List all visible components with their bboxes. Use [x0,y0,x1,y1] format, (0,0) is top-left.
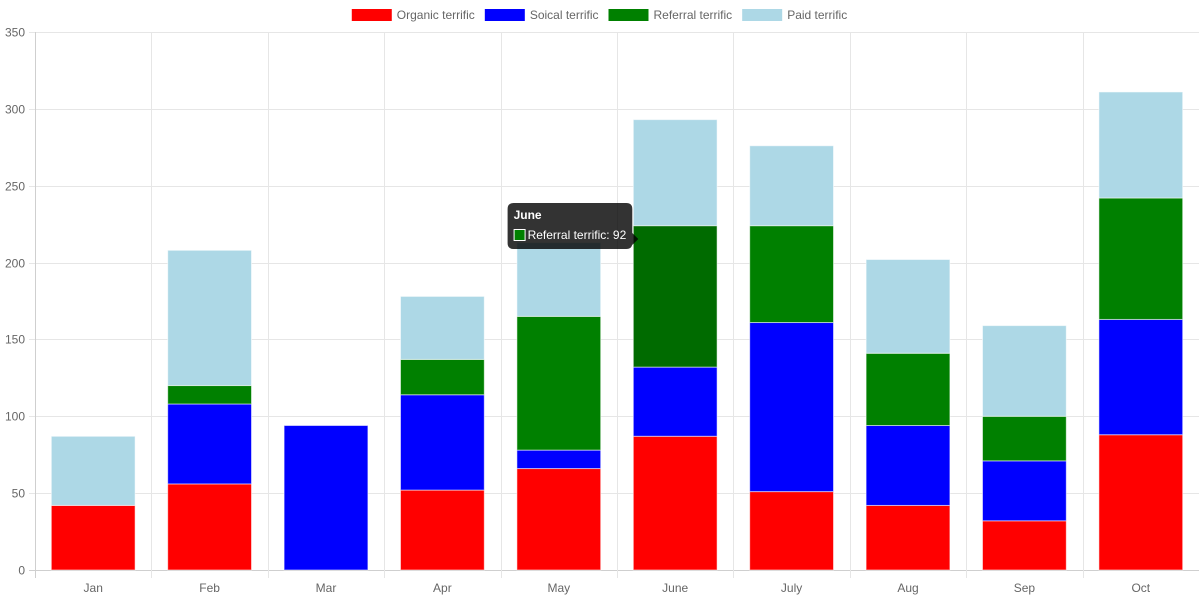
legend-swatch[interactable] [608,9,649,21]
bar-segment[interactable] [865,425,951,506]
x-tick-label: Feb [199,581,220,595]
x-tick-label: Sep [1014,581,1036,595]
bar-segment[interactable] [981,520,1067,571]
bar-segment[interactable] [749,491,835,571]
bar-segment[interactable] [167,249,253,387]
y-tick-label: 150 [5,333,25,347]
legend-label[interactable]: Organic terrific [397,8,475,22]
bar-segment[interactable] [1098,318,1184,436]
bar-segment[interactable] [1098,91,1184,199]
bar-segment[interactable] [516,315,602,451]
bar-segment[interactable] [749,225,835,324]
bar-segment[interactable] [749,322,835,493]
bar-segment[interactable] [981,325,1067,417]
bar-segment[interactable] [1098,434,1184,571]
y-tick-label: 350 [5,26,25,40]
bar-segment[interactable] [516,449,602,470]
bar-segment[interactable] [632,435,718,571]
bar-segment[interactable] [1098,197,1184,320]
x-tick-label: Aug [897,581,918,595]
bar-segment[interactable] [167,403,253,485]
legend-swatch[interactable] [351,9,392,21]
tooltip-label: Referral terrific: 92 [528,228,627,242]
x-tick-label: Jan [84,581,103,595]
legend: Organic terrific Soical terrific Referral … [351,8,847,22]
tooltip-box [507,203,639,249]
legend-label[interactable]: Soical terrific [530,8,599,22]
grid-lines [29,32,1199,578]
bar-segment[interactable] [632,119,718,227]
bar-segment[interactable] [749,145,835,227]
y-tick-label: 100 [5,410,25,424]
bar-segment[interactable] [632,366,718,437]
bar-segment[interactable] [516,468,602,571]
bar-segment[interactable] [50,504,136,571]
y-tick-label: 300 [5,103,25,117]
bar-segment[interactable] [399,394,485,491]
tooltip: June Referral terrific: 92 [507,203,639,249]
legend-label[interactable]: Referral terrific [654,8,733,22]
x-tick-label: Apr [433,581,452,595]
tooltip-swatch [513,229,526,241]
tooltip-title: June [514,208,542,222]
y-tick-label: 200 [5,257,25,271]
bars [50,91,1184,571]
bar-segment[interactable] [50,435,136,506]
x-tick-label: July [781,581,802,595]
bar-segment[interactable] [865,504,951,571]
y-axis: 0 50 100 150 200 250 300 350 [5,26,25,578]
bar-segment[interactable] [865,258,951,354]
legend-label[interactable]: Paid terrific [787,8,847,22]
bar-segment[interactable] [399,358,485,396]
bar-segment[interactable] [981,460,1067,522]
x-tick-label: Oct [1131,581,1150,595]
y-tick-label: 250 [5,180,25,194]
bar-segment[interactable] [399,295,485,360]
y-tick-label: 0 [18,564,25,578]
bar-segment[interactable] [167,385,253,405]
x-tick-label: May [547,581,570,595]
legend-swatch[interactable] [742,9,783,21]
bar-segment[interactable] [865,352,951,427]
bar-segment[interactable] [516,242,602,317]
bar-segment[interactable] [632,225,718,368]
x-tick-label: June [662,581,688,595]
bar-segment[interactable] [167,483,253,571]
x-tick-label: Mar [316,581,337,595]
bar-segment[interactable] [283,425,369,571]
bar-segment[interactable] [981,415,1067,462]
legend-swatch[interactable] [484,9,525,21]
bar-segment[interactable] [399,489,485,571]
x-axis: Jan Feb Mar Apr May June July Aug Sep Oct [84,581,1151,595]
y-tick-label: 50 [12,487,26,501]
